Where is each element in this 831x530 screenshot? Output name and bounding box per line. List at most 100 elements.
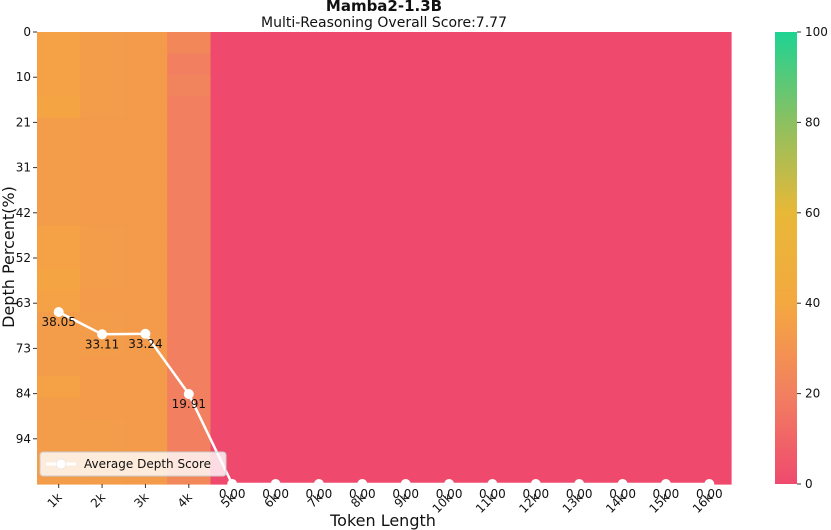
heatmap-cell [384, 204, 428, 227]
y-tick-label: 73 [16, 341, 31, 355]
colorbar-ticks: 0 20 40 60 80 100 [797, 25, 828, 491]
heatmap-cell [37, 419, 81, 442]
heatmap-cell [384, 53, 428, 76]
heatmap-cell [427, 354, 472, 377]
heatmap-cell [37, 376, 81, 399]
heatmap-cell [210, 96, 255, 119]
heatmap-cell [253, 440, 298, 464]
heatmap-cell [297, 376, 342, 399]
heatmap-cell [427, 397, 472, 421]
heatmap-cell [557, 139, 602, 162]
heatmap-cell [340, 397, 385, 421]
heatmap-cell [644, 247, 689, 270]
heatmap-cell [340, 333, 385, 356]
heatmap-cell [340, 311, 385, 334]
average-depth-point [487, 479, 498, 489]
average-depth-value: 0.00 [262, 487, 289, 501]
legend-marker [55, 458, 67, 470]
heatmap-cell [427, 268, 472, 291]
average-depth-value: 33.11 [85, 337, 119, 351]
heatmap-cell [167, 290, 212, 313]
heatmap-cell [37, 397, 81, 421]
average-depth-point [270, 479, 281, 489]
average-depth-point [704, 479, 715, 489]
heatmap-cell [253, 290, 298, 313]
heatmap-cell [210, 225, 255, 248]
heatmap-cell [210, 376, 255, 399]
heatmap-cell [687, 32, 732, 55]
heatmap-cell [427, 161, 472, 184]
heatmap-cell [253, 333, 298, 356]
heatmap-cell [37, 32, 81, 55]
heatmap-cell [557, 268, 602, 291]
chart-subtitle: Multi-Reasoning Overall Score:7.77 [261, 15, 507, 31]
heatmap-cell [557, 204, 602, 227]
y-tick-label: 10 [16, 70, 31, 84]
heatmap-cell [557, 440, 602, 464]
heatmap-cell [427, 440, 472, 464]
heatmap-cell [557, 75, 602, 98]
heatmap-cell [470, 182, 515, 205]
heatmap-cell [384, 96, 428, 119]
heatmap-cell [253, 118, 298, 141]
heatmap-cell [644, 139, 689, 162]
heatmap-cell [470, 118, 515, 141]
heatmap-cell [600, 290, 645, 313]
heatmap-cell [427, 225, 472, 248]
heatmap-cell [427, 139, 472, 162]
heatmap-cell [340, 118, 385, 141]
heatmap-cell [210, 182, 255, 205]
y-axis-label: Depth Percent(%) [0, 186, 18, 328]
heatmap-cell [687, 182, 732, 205]
heatmap-cell [687, 139, 732, 162]
average-depth-value: 19.91 [172, 397, 206, 411]
heatmap-cell [210, 75, 255, 98]
heatmap-cell [37, 75, 81, 98]
heatmap-cell [514, 118, 559, 141]
heatmap-cell [427, 96, 472, 119]
heatmap-cell [210, 354, 255, 377]
heatmap-cell [470, 75, 515, 98]
heatmap-cell [210, 419, 255, 442]
heatmap-cell [340, 462, 385, 485]
heatmap-cell [37, 290, 81, 313]
chart-title: Mamba2-1.3B [326, 0, 442, 15]
heatmap-cell [644, 204, 689, 227]
heatmap-cell [123, 354, 168, 377]
heatmap-cell [297, 182, 342, 205]
colorbar-tick-label: 60 [805, 206, 820, 220]
heatmap-cell [427, 333, 472, 356]
heatmap-cell [167, 311, 212, 334]
heatmap-cell [600, 462, 645, 485]
heatmap-cell [123, 75, 168, 98]
heatmap-cell [687, 118, 732, 141]
average-depth-point [53, 307, 64, 317]
y-tick-label: 21 [16, 115, 31, 129]
heatmap-cell [123, 225, 168, 248]
heatmap-cell [514, 182, 559, 205]
heatmap-cell [557, 53, 602, 76]
heatmap-cell [80, 161, 125, 184]
heatmap-cell [384, 118, 428, 141]
heatmap-cell [384, 161, 428, 184]
heatmap-cell [167, 32, 212, 55]
heatmap-cell [80, 225, 125, 248]
heatmap-cell [557, 247, 602, 270]
heatmap-cell [644, 419, 689, 442]
y-tick-label: 0 [23, 25, 31, 39]
heatmap-cell [384, 139, 428, 162]
heatmap-cell [384, 354, 428, 377]
heatmap-cell [600, 354, 645, 377]
heatmap-cell [123, 268, 168, 291]
heatmap-cell [340, 354, 385, 377]
heatmap-cell [340, 75, 385, 98]
heatmap-cell [470, 290, 515, 313]
heatmap-cell [340, 182, 385, 205]
heatmap-cell [123, 247, 168, 270]
heatmap-cell [167, 333, 212, 356]
heatmap-cell [687, 376, 732, 399]
heatmap-cell [514, 225, 559, 248]
heatmap-cell [427, 419, 472, 442]
heatmap-cell [687, 354, 732, 377]
heatmap-cell [644, 182, 689, 205]
